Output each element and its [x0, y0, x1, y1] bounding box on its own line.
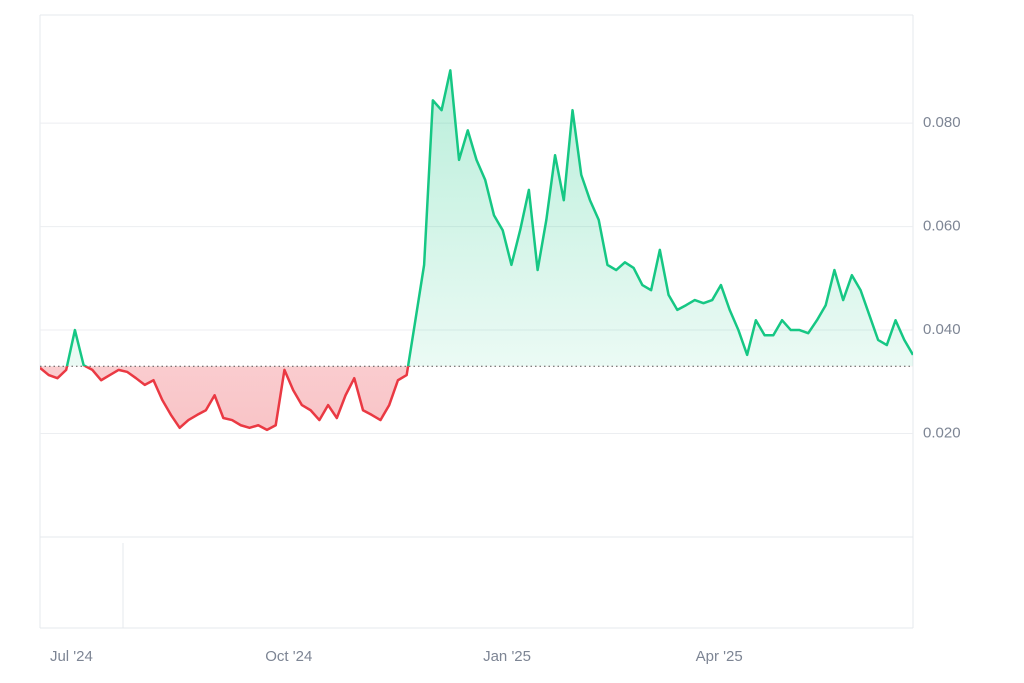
x-tick-label: Apr '25 — [696, 648, 743, 665]
y-tick-label: 0.020 — [923, 424, 961, 441]
frame — [39, 14, 914, 629]
price-line-up — [65, 69, 913, 367]
x-tick-label: Jul '24 — [50, 648, 93, 665]
x-tick-label: Oct '24 — [265, 648, 312, 665]
x-tick-label: Jan '25 — [483, 648, 531, 665]
y-tick-label: 0.080 — [923, 114, 961, 131]
y-tick-label: 0.040 — [923, 321, 961, 338]
price-line-down — [40, 366, 410, 432]
area-up — [66, 70, 913, 367]
y-tick-label: 0.060 — [923, 218, 961, 235]
area-down — [40, 366, 913, 430]
